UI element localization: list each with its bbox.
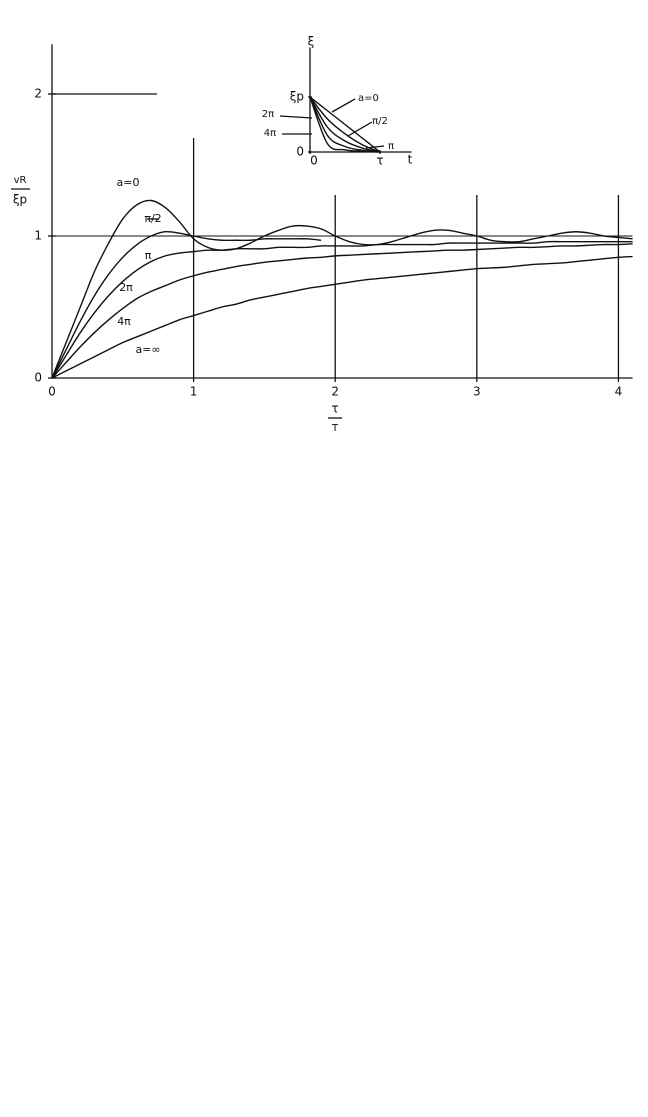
x-tick-label: 1 [190,385,198,399]
series-line [51,255,633,379]
inset-x-label: t [408,153,413,167]
inset-y-label: ξ [308,35,315,49]
series-line [309,96,381,153]
series-line [51,230,322,379]
y-axis-label-top: vR [14,175,27,186]
inset-series-label: π [388,141,394,152]
x-tick-label: 3 [473,385,481,399]
x-tick-label: 0 [48,385,56,399]
pointer-arrow [279,115,313,119]
series-label: a=0 [117,176,140,189]
inset-y-tick-label: 0 [296,145,304,159]
inset-x-tick-label: τ [376,154,383,168]
y-axis-label-bottom: ξp [13,193,27,207]
inset-x-tick-label: 0 [310,154,318,168]
inset-series-label: π/2 [372,116,388,127]
series-label: π [145,249,152,262]
pointer-arrow [331,98,356,113]
y-tick-label: 1 [34,229,42,243]
inset-y-tick-label: ξp [290,90,304,104]
x-axis-label-bottom: T [331,423,339,434]
x-tick-label: 2 [331,385,339,399]
series-label: 4π [117,315,131,328]
series-line [309,96,381,153]
x-tick-label: 4 [615,385,623,399]
y-tick-label: 0 [34,371,42,385]
series-label: 2π [119,281,133,294]
inset-series-label: 4π [264,128,276,139]
pointer-arrow [365,145,385,149]
y-tick-label: 2 [34,87,42,101]
x-axis-label-top: τ [331,402,338,416]
inset-series-label: 2π [262,109,274,120]
annotation: a=∞ [135,343,160,356]
inset-series-label: a=0 [358,93,379,104]
series-line [51,199,633,379]
series-line [51,243,633,379]
pointer-arrow [347,121,373,137]
series-line [51,240,633,379]
series-label: π/2 [144,212,161,225]
series-line [309,96,381,153]
